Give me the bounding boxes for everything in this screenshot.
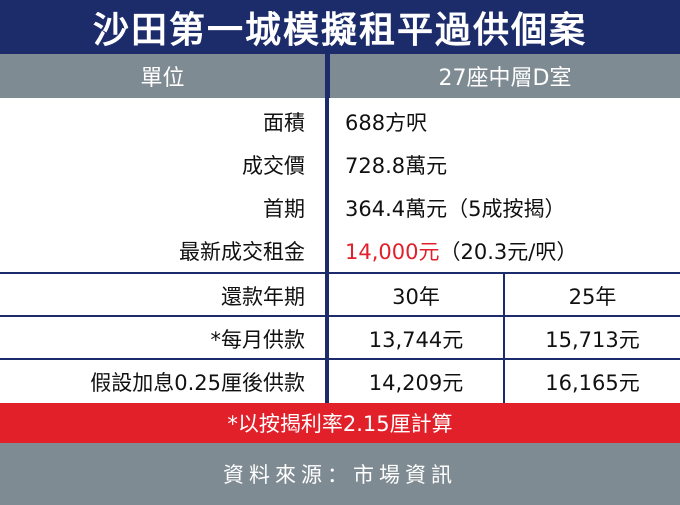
table-row-downpayment: 首期 364.4萬元（5成按揭）: [0, 186, 680, 229]
footnote: *以按揭利率2.15厘計算: [0, 403, 680, 443]
raised-25-value: 16,165元: [545, 370, 640, 395]
rent-per-sqft: （20.3元/呎）: [439, 239, 578, 264]
table-row-term: 還款年期 30年 25年: [0, 274, 680, 317]
raised-30-value: 14,209元: [368, 370, 464, 395]
downpayment-label: 首期: [263, 196, 305, 221]
rent-amount: 14,000元: [345, 239, 440, 264]
header-unit-value: 27座中層D室: [438, 66, 572, 91]
table-header: 單位 27座中層D室: [0, 54, 680, 98]
term-25-value: 25年: [568, 284, 617, 309]
area-label: 面積: [263, 110, 305, 135]
table-row-rent: 最新成交租金 14,000元 （20.3元/呎）: [0, 229, 680, 272]
table-title: 沙田第一城模擬租平過供個案: [0, 0, 680, 54]
raised-label: 假設加息0.25厘後供款: [90, 370, 305, 395]
header-unit-label: 單位: [140, 66, 185, 91]
table-row-area: 面積 688方呎: [0, 100, 680, 143]
area-value: 688方呎: [345, 110, 428, 135]
price-value: 728.8萬元: [345, 153, 448, 178]
term-row-top-border: [0, 272, 680, 274]
column-divider: [325, 98, 329, 403]
monthly-25-value: 15,713元: [545, 327, 640, 352]
monthly-30-value: 13,744元: [368, 327, 464, 352]
downpayment-value: 364.4萬元（5成按揭）: [345, 196, 566, 221]
monthly-label: *每月供款: [210, 327, 306, 352]
rent-label: 最新成交租金: [179, 239, 305, 264]
table-row-monthly: *每月供款 13,744元 15,713元: [0, 317, 680, 360]
source-credit: 資料來源：市場資訊: [0, 443, 680, 505]
header-divider: [325, 54, 330, 98]
term-30-value: 30年: [392, 284, 440, 309]
rent-value: 14,000元 （20.3元/呎）: [345, 229, 675, 272]
price-label: 成交價: [242, 153, 305, 178]
table-row-price: 成交價 728.8萬元: [0, 143, 680, 186]
term-label: 還款年期: [221, 284, 305, 309]
monthly-row-top-border: [0, 315, 680, 317]
table-body: 面積 688方呎 成交價 728.8萬元 首期 364.4萬元（5成按揭） 最新…: [0, 98, 680, 403]
term-column-divider: [503, 272, 505, 403]
table-row-raised: 假設加息0.25厘後供款 14,209元 16,165元: [0, 360, 680, 403]
raised-row-top-border: [0, 358, 680, 360]
